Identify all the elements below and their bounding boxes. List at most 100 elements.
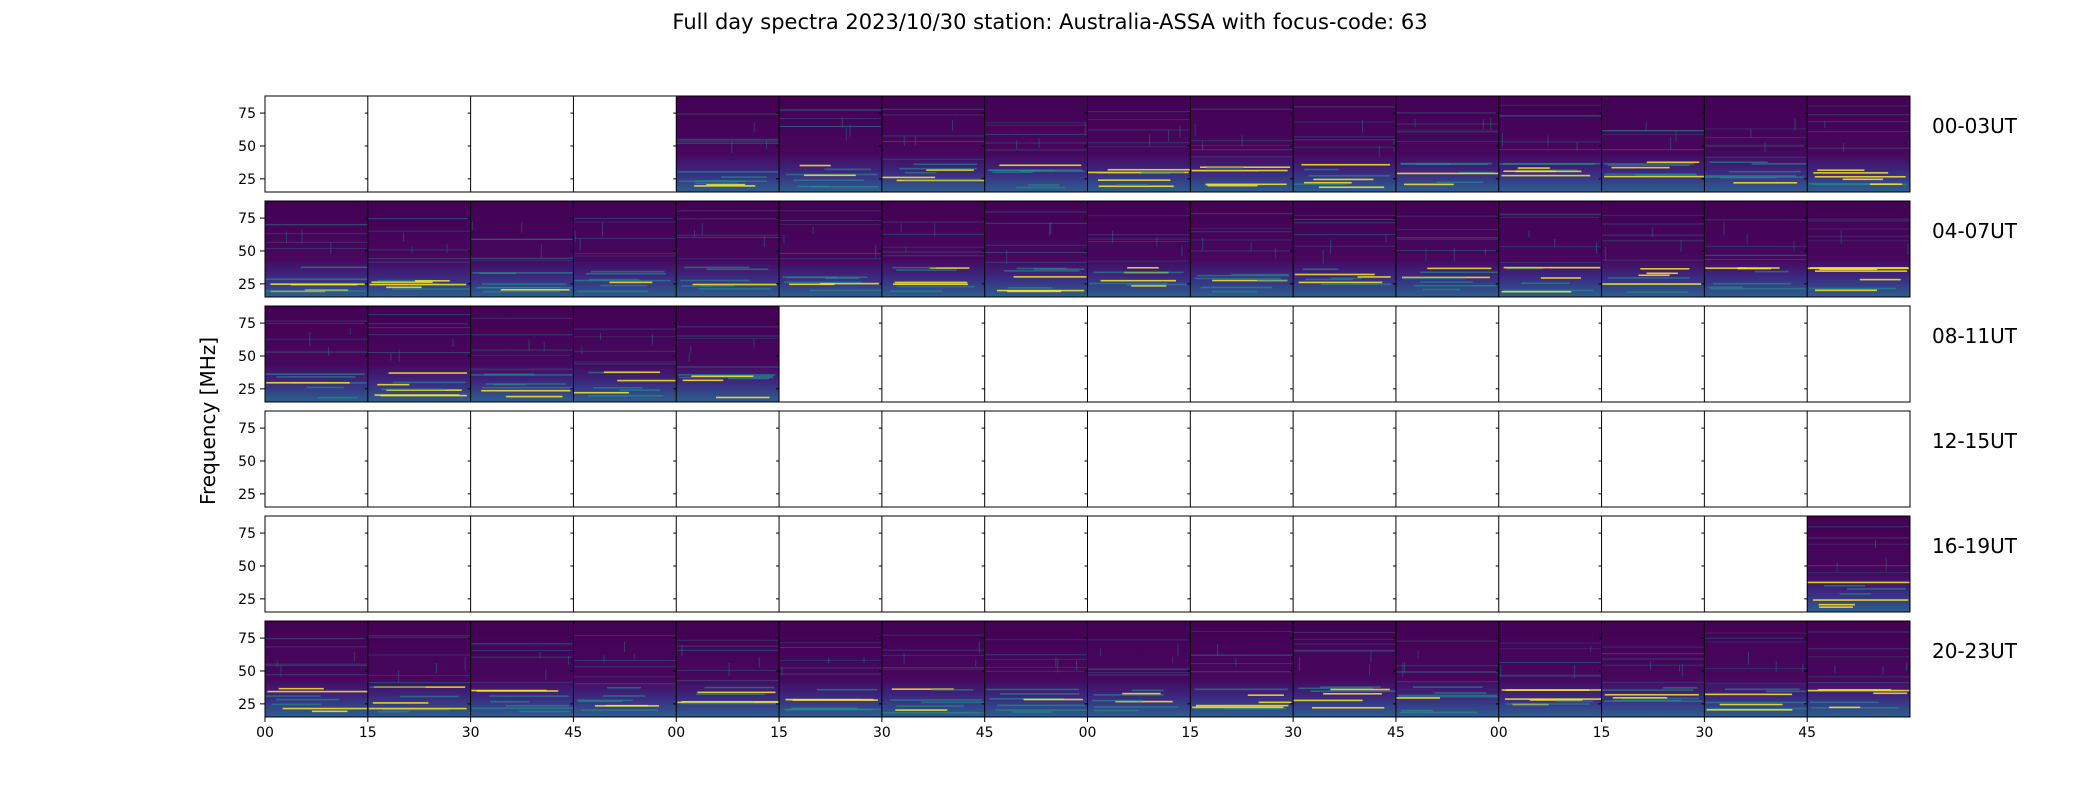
interference-band [1706, 709, 1793, 711]
burst-streak [1502, 132, 1504, 146]
interference-band [699, 285, 735, 287]
interference-band [372, 282, 440, 285]
interference-band [588, 395, 664, 397]
spectrum-panel [1598, 621, 1705, 717]
spectrum-panel [1084, 621, 1191, 717]
burst-streak [601, 222, 603, 236]
interference-band [692, 283, 777, 286]
burst-streak [1723, 221, 1725, 236]
interference-band [1033, 268, 1085, 271]
interference-band [680, 279, 750, 282]
spectrum-panel [1701, 411, 1705, 507]
spectrum-panel [1290, 411, 1294, 507]
rfi-line [367, 217, 471, 219]
burst-streak [1049, 223, 1051, 236]
spectrum-background [676, 306, 780, 402]
burst-streak [1235, 657, 1237, 667]
rfi-line [779, 210, 882, 212]
rfi-line [470, 349, 574, 351]
spectrum-panel [878, 306, 883, 402]
interference-band [265, 278, 368, 280]
spectrum-panel [1392, 411, 1397, 507]
interference-band [266, 381, 350, 384]
interference-band [679, 376, 774, 379]
spectrum-background [265, 621, 368, 717]
spectrum-background [470, 621, 574, 717]
interference-band [1013, 276, 1087, 278]
rfi-line [1498, 262, 1602, 264]
rfi-line [1807, 631, 1910, 633]
burst-streak [539, 652, 541, 659]
rfi-line [1807, 648, 1910, 650]
burst-streak [1793, 241, 1795, 252]
burst-streak [1076, 660, 1078, 671]
spectrum-panel [878, 516, 883, 612]
interference-band [414, 280, 450, 282]
burst-streak [1404, 661, 1406, 673]
rfi-line [573, 255, 677, 257]
rfi-line [984, 670, 1088, 672]
interference-band [681, 700, 778, 703]
burst-streak [349, 328, 351, 336]
interference-band [1817, 169, 1865, 171]
spectrum-panel [1701, 201, 1808, 297]
interference-band [1839, 593, 1872, 595]
spectrum-background [367, 306, 471, 402]
burst-streak [731, 141, 733, 153]
burst-streak [849, 124, 851, 137]
interference-band [1811, 183, 1908, 186]
spectrum-panel [1084, 411, 1088, 507]
burst-streak [624, 641, 626, 653]
spectrum-background [1395, 621, 1499, 717]
interference-band [1819, 268, 1878, 271]
interference-band [1330, 277, 1362, 280]
interference-band [1638, 274, 1670, 277]
x-tick-label: 15 [1181, 725, 1199, 741]
interference-band [1506, 267, 1544, 270]
interference-band [1100, 279, 1177, 282]
rfi-line [367, 327, 471, 329]
spectra-row-04-07UT: 75 50 25 04-07UT [238, 200, 2018, 298]
interference-band [1131, 689, 1164, 692]
spectrum-background [676, 201, 780, 297]
interference-band [1093, 694, 1164, 696]
burst-streak [952, 119, 954, 131]
burst-streak [1322, 250, 1324, 264]
interference-band [1308, 174, 1390, 177]
burst-streak [1576, 142, 1578, 152]
burst-streak [1836, 562, 1838, 572]
rfi-line [573, 635, 677, 637]
interference-band [399, 695, 459, 698]
rfi-line [1601, 240, 1705, 242]
burst-streak [1670, 136, 1672, 151]
rfi-line [881, 255, 985, 257]
interference-band [266, 695, 321, 697]
rfi-line [573, 660, 677, 662]
spectrum-background [367, 621, 471, 717]
rfi-line [1087, 260, 1191, 262]
rfi-line [676, 113, 780, 115]
interference-band [1321, 283, 1392, 286]
rfi-line [779, 125, 882, 127]
interference-band [377, 279, 435, 282]
rfi-line [1807, 537, 1910, 539]
spectrum-background [1704, 201, 1808, 297]
burst-streak [1528, 230, 1530, 238]
burst-streak [403, 232, 405, 242]
rfi-line [881, 667, 985, 669]
burst-streak [1330, 239, 1332, 254]
interference-band [481, 389, 571, 392]
spectrum-panel [1598, 411, 1603, 507]
interference-band [677, 374, 776, 376]
burst-streak [1369, 663, 1371, 676]
interference-band [1540, 277, 1581, 279]
row-frame [264, 200, 1911, 298]
rfi-line [1498, 675, 1602, 677]
interference-band [1713, 282, 1791, 285]
burst-streak [763, 235, 765, 248]
interference-band [782, 276, 868, 279]
rfi-line [1498, 648, 1602, 650]
spectrum-panel [570, 306, 677, 402]
rfi-line [1807, 220, 1910, 222]
burst-streak [1554, 238, 1556, 248]
